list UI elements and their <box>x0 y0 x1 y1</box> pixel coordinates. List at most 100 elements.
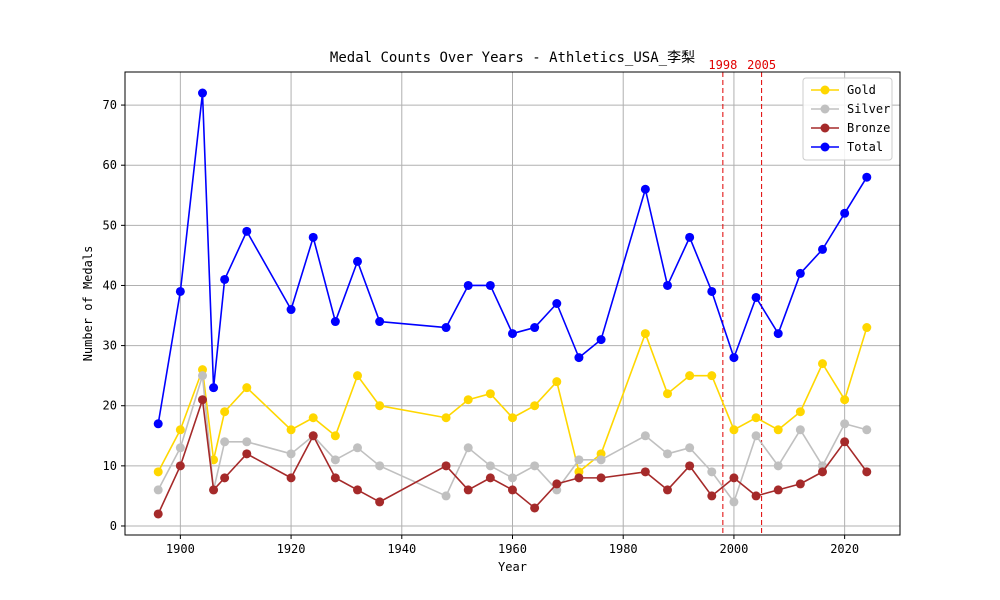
series-bronze <box>153 395 872 519</box>
gold-point <box>353 371 362 381</box>
silver-point <box>220 437 230 447</box>
silver-point <box>353 443 362 453</box>
total-point <box>795 268 805 278</box>
total-line <box>157 92 868 424</box>
total-point <box>773 329 783 339</box>
bronze-point <box>330 473 340 483</box>
bronze-point <box>663 485 672 495</box>
series-silver <box>153 371 872 507</box>
total-point <box>242 226 252 236</box>
bronze-point <box>818 467 827 477</box>
y-tick-label: 20 <box>103 399 117 413</box>
total-point <box>707 286 717 296</box>
total-point <box>220 274 230 284</box>
gold-point <box>153 467 163 477</box>
total-point <box>153 419 163 429</box>
gold-point <box>552 377 562 387</box>
silver-point <box>596 455 606 465</box>
gold-point <box>175 425 185 435</box>
total-point <box>353 256 362 266</box>
bronze-point <box>175 461 185 471</box>
legend: Gold Silver Bronze Total <box>802 77 893 161</box>
legend-label-total: Total <box>847 140 883 154</box>
legend-swatch-marker <box>820 104 830 114</box>
gold-point <box>751 413 761 423</box>
silver-point <box>198 371 207 381</box>
gold-point <box>220 407 230 417</box>
gold-point <box>242 383 252 393</box>
silver-point <box>773 461 783 471</box>
bronze-point <box>220 473 230 483</box>
legend-swatch-marker <box>820 123 830 133</box>
legend-box <box>802 77 893 161</box>
y-tick-label: 30 <box>103 339 117 353</box>
y-tick-label: 70 <box>103 98 117 112</box>
gold-point <box>375 401 385 411</box>
silver-point <box>508 473 517 483</box>
total-point <box>198 88 207 98</box>
bronze-point <box>375 497 385 507</box>
gold-point <box>286 425 296 435</box>
total-point <box>552 299 562 308</box>
bronze-point <box>153 509 163 519</box>
legend-label-bronze: Bronze <box>847 121 890 135</box>
y-tick-label: 0 <box>110 519 117 533</box>
bronze-point <box>729 473 739 483</box>
bronze-point <box>485 473 495 483</box>
total-point <box>729 353 739 363</box>
legend-swatch-marker <box>820 142 830 152</box>
silver-point <box>153 485 163 495</box>
total-point <box>463 280 473 290</box>
silver-point <box>485 461 495 471</box>
x-tick-label: 1940 <box>387 542 416 556</box>
total-point <box>175 286 185 296</box>
total-point <box>441 323 451 333</box>
x-tick-label: 1920 <box>277 542 306 556</box>
bronze-point <box>353 485 362 495</box>
gold-point <box>330 431 340 441</box>
silver-point <box>463 443 473 453</box>
x-tick-label: 2020 <box>830 542 859 556</box>
silver-point <box>751 431 761 441</box>
y-tick-label: 50 <box>103 218 117 232</box>
bronze-point <box>308 431 318 441</box>
x-tick-label: 1960 <box>498 542 527 556</box>
silver-point <box>375 461 385 471</box>
bronze-point <box>840 437 850 447</box>
gold-point <box>640 329 650 339</box>
total-point <box>596 335 606 345</box>
x-tick-label: 1900 <box>166 542 195 556</box>
silver-point <box>862 425 872 435</box>
total-point <box>818 244 827 254</box>
series-total <box>153 88 872 429</box>
silver-point <box>640 431 650 441</box>
bronze-point <box>530 503 540 513</box>
legend-swatch-marker <box>820 85 830 95</box>
x-tick-label: 2000 <box>719 542 748 556</box>
bronze-point <box>596 473 606 483</box>
silver-point <box>242 437 252 447</box>
bronze-point <box>198 395 207 405</box>
silver-point <box>441 491 451 501</box>
bronze-point <box>862 467 872 477</box>
total-point <box>574 353 584 363</box>
silver-point <box>286 449 296 459</box>
gold-point <box>840 395 850 405</box>
total-point <box>330 317 340 327</box>
total-point <box>308 232 318 242</box>
gold-point <box>795 407 805 417</box>
gold-point <box>441 413 451 423</box>
total-point <box>862 172 872 182</box>
silver-point <box>795 425 805 435</box>
bronze-point <box>552 479 562 489</box>
series-gold <box>153 323 872 477</box>
silver-point <box>729 497 739 507</box>
x-axis-label: Year <box>498 560 527 574</box>
bronze-point <box>463 485 473 495</box>
total-point <box>508 329 517 339</box>
total-point <box>640 184 650 194</box>
legend-label-silver: Silver <box>847 102 890 116</box>
silver-point <box>663 449 672 459</box>
bronze-point <box>242 449 252 459</box>
bronze-point <box>795 479 805 489</box>
